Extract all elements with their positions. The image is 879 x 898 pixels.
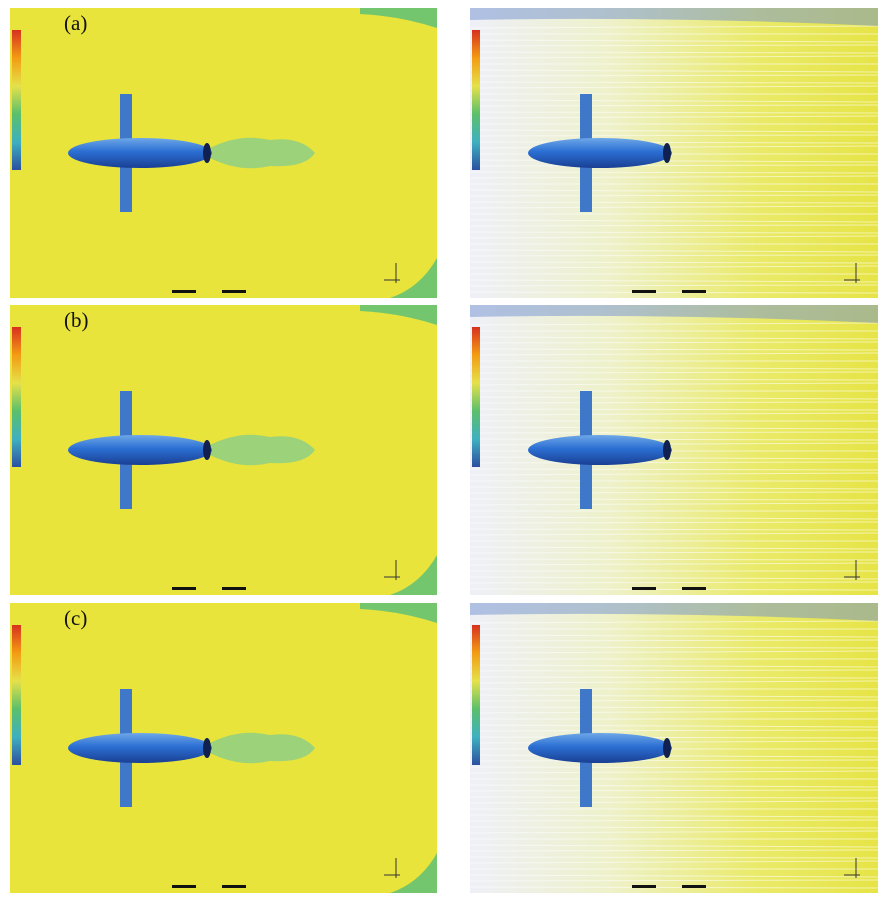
panel-label: (a) bbox=[64, 11, 87, 35]
streamline-panel bbox=[470, 603, 878, 893]
figure: (a) (b) (c) bbox=[0, 0, 879, 898]
contour-panel bbox=[10, 305, 437, 595]
panel-label: (c) bbox=[64, 606, 87, 630]
contour-panel bbox=[10, 8, 437, 298]
streamline-panel bbox=[470, 305, 878, 595]
streamline-panel bbox=[470, 8, 878, 298]
contour-panel bbox=[10, 603, 437, 893]
panel-label: (b) bbox=[64, 308, 89, 332]
